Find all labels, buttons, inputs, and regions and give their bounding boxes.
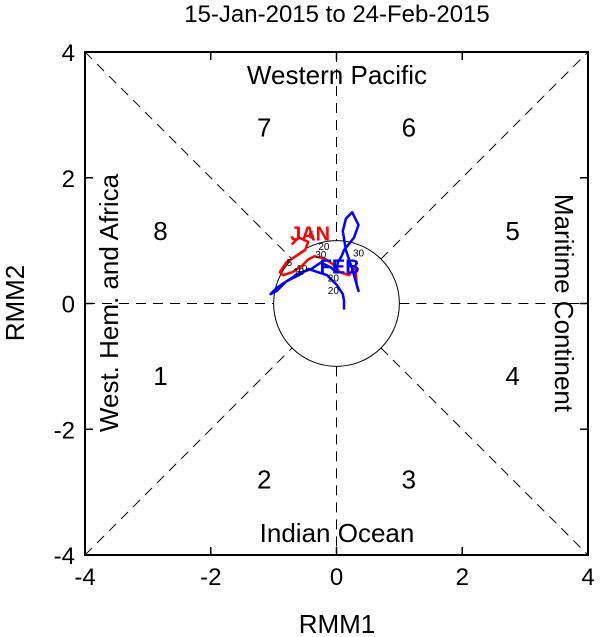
trajectory-series [269,211,360,310]
day-label-2: 10 [296,264,308,275]
day-label-3: 5 [287,258,293,269]
x-tick-label: -4 [74,564,95,591]
day-label-8: 20 [328,286,340,297]
guide-diagonal-top-left [84,51,293,260]
day-label-7: 10 [293,267,305,278]
phase-label-3: 3 [402,465,416,495]
region-label-right: Maritime Continent [549,194,579,413]
guide-diagonal-top-right [380,51,589,260]
day-label-0: 30 [315,250,327,261]
guide-diagonal-bottom-right [380,347,589,556]
x-axis-label: RMM1 [299,609,376,637]
phase-label-2: 2 [257,465,271,495]
y-tick-label: -4 [54,543,75,570]
phase-label-6: 6 [402,112,416,142]
day-label-5: 30 [353,248,365,259]
phase-label-1: 1 [153,361,167,391]
day-label-4: 5 [309,231,315,242]
region-label-left: West. Hem. and Africa [94,173,124,432]
month-label-feb: FEB [320,256,360,278]
phase-guides [84,51,589,556]
y-tick-label: -2 [54,417,75,444]
region-label-top: Western Pacific [247,60,427,90]
axis-ticks: -4-4 -2 -2 0 0 2 2 4 4 [54,40,595,591]
y-tick-label: 4 [62,40,75,67]
x-tick-label: -2 [200,564,221,591]
y-axis-label: RMM2 [0,265,30,342]
guide-diagonal-bottom-left [84,347,293,556]
chart-title: 15-Jan-2015 to 24-Feb-2015 [184,1,490,28]
phase-numbers: 1 2 3 4 5 6 7 8 [153,112,520,494]
phase-label-8: 8 [153,216,167,246]
x-tick-label: 0 [330,564,343,591]
series-line-feb [269,211,360,310]
series-line-jan [278,236,360,293]
month-label-jan: JAN [290,224,330,246]
unit-circle [273,240,400,367]
day-label-6: 20 [318,242,330,253]
phase-label-5: 5 [505,216,519,246]
region-label-bottom: Indian Ocean [260,518,415,548]
y-tick-label: 0 [62,292,75,319]
x-tick-label: 2 [456,564,469,591]
phase-label-7: 7 [257,112,271,142]
x-tick-label: 4 [581,564,594,591]
y-tick-label: 2 [62,166,75,193]
day-label-1: 20 [328,273,340,284]
region-labels: Western Pacific Indian Ocean West. Hem. … [94,60,579,548]
phase-label-4: 4 [505,361,519,391]
